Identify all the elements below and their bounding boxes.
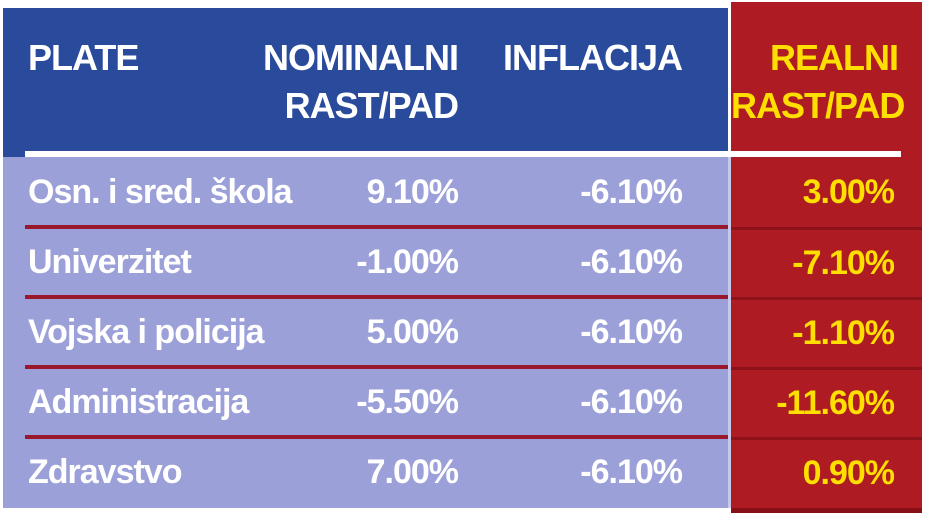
row-label: Vojska i policija <box>28 313 265 351</box>
row-label: Osn. i sred. škola <box>28 172 293 211</box>
header-nominalni-line2: RAST/PAD <box>284 85 459 126</box>
row-label: Univerzitet <box>28 242 192 281</box>
header-underline <box>25 151 728 157</box>
column-divider <box>728 157 731 508</box>
row-separator <box>25 225 728 229</box>
table-row: Administracija -5.50% -6.10% <box>3 368 728 438</box>
real-value: -1.10% <box>731 297 922 367</box>
real-value: 0.90% <box>731 437 922 507</box>
nominal-value: -5.50% <box>356 383 459 422</box>
inflation-value: -6.10% <box>580 453 683 492</box>
nominal-value: -1.00% <box>356 242 459 281</box>
header-nominalni: NOMINALNI RAST/PAD <box>228 34 459 130</box>
table-body: Osn. i sred. škola 9.10% -6.10% Univerzi… <box>3 157 728 508</box>
inflation-value: -6.10% <box>580 172 683 211</box>
real-value: 3.00% <box>802 172 895 211</box>
table-row: Univerzitet -1.00% -6.10% <box>3 227 728 297</box>
header-nominalni-line1: NOMINALNI <box>263 37 459 78</box>
inflation-value: -6.10% <box>580 242 683 281</box>
nominal-value: 5.00% <box>366 313 459 351</box>
header-underline-red <box>731 151 901 157</box>
row-separator <box>25 365 728 369</box>
header-plate: PLATE <box>28 37 139 78</box>
real-value: -11.60% <box>731 367 922 437</box>
nominal-value: 9.10% <box>366 172 459 211</box>
row-separator <box>25 435 728 439</box>
header-realni: REALNI RAST/PAD <box>731 2 922 151</box>
header-inflacija: INFLACIJA <box>503 37 683 78</box>
real-value: -7.10% <box>731 227 922 297</box>
table-row: Osn. i sred. škola 9.10% -6.10% <box>3 157 728 227</box>
table-row: Vojska i policija 5.00% -6.10% <box>3 297 728 367</box>
table-header: PLATE NOMINALNI RAST/PAD INFLACIJA <box>3 8 728 157</box>
row-label: Administracija <box>28 383 249 422</box>
nominal-value: 7.00% <box>366 453 459 492</box>
row-separator <box>25 295 728 299</box>
real-growth-column: REALNI RAST/PAD 3.00% -7.10% -1.10% -11.… <box>731 2 922 513</box>
table-row: Zdravstvo 7.00% -6.10% <box>3 438 728 508</box>
header-realni-line1: REALNI <box>770 37 899 78</box>
row-label: Zdravstvo <box>28 453 183 492</box>
header-realni-line2: RAST/PAD <box>731 85 905 126</box>
inflation-value: -6.10% <box>580 383 683 422</box>
inflation-value: -6.10% <box>580 313 683 351</box>
real-values-list: 3.00% -7.10% -1.10% -11.60% 0.90% <box>731 157 922 507</box>
